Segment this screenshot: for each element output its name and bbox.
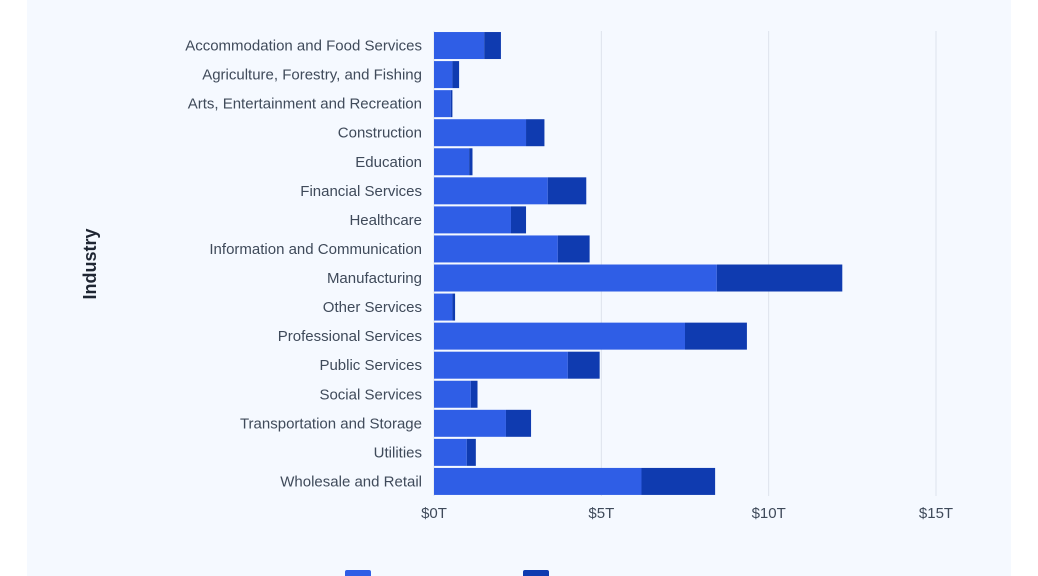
bar-segment bbox=[547, 177, 587, 205]
bar-segment bbox=[505, 409, 532, 437]
x-tick-label: $5T bbox=[588, 505, 614, 522]
x-tick-label: $15T bbox=[919, 505, 953, 522]
bar-segment bbox=[434, 380, 471, 408]
category-label: Financial Services bbox=[300, 183, 422, 200]
category-labels: Accommodation and Food Services Agricultu… bbox=[185, 38, 422, 491]
category-label: Arts, Entertainment and Recreation bbox=[188, 96, 422, 113]
category-label: Utilities bbox=[374, 444, 422, 461]
bar-segment bbox=[567, 351, 600, 379]
bar-segment bbox=[434, 264, 717, 292]
category-label: Agriculture, Forestry, and Fishing bbox=[202, 67, 422, 84]
bar-segment bbox=[641, 467, 716, 495]
category-label: Professional Services bbox=[278, 328, 422, 345]
bar-segment bbox=[434, 177, 548, 205]
x-tick-label: $10T bbox=[752, 505, 786, 522]
bar-segment bbox=[434, 148, 470, 176]
category-label: Transportation and Storage bbox=[240, 415, 422, 432]
legend-swatch bbox=[345, 570, 371, 576]
bar-segment bbox=[452, 61, 460, 89]
category-label: Manufacturing bbox=[327, 270, 422, 287]
bar-segment bbox=[434, 322, 685, 350]
bars bbox=[434, 32, 843, 495]
bar-segment bbox=[434, 61, 453, 89]
bar-segment bbox=[434, 467, 642, 495]
bar-segment bbox=[434, 409, 506, 437]
bar-segment bbox=[434, 235, 558, 263]
category-label: Construction bbox=[338, 125, 422, 142]
bar-segment bbox=[484, 32, 501, 60]
bar-segment bbox=[434, 351, 568, 379]
bar-segment bbox=[434, 90, 451, 118]
bar-segment bbox=[470, 380, 478, 408]
bar-segment bbox=[685, 322, 747, 350]
category-label: Other Services bbox=[323, 299, 422, 316]
bar-segment bbox=[434, 32, 485, 60]
bar-segment bbox=[716, 264, 843, 292]
legend-swatch bbox=[523, 570, 549, 576]
y-axis-title: Industry bbox=[80, 228, 100, 299]
category-label: Information and Communication bbox=[209, 241, 422, 258]
bar-segment bbox=[434, 438, 467, 466]
bar-segment bbox=[469, 148, 473, 176]
bar-segment bbox=[434, 206, 511, 234]
x-tick-labels: $0T $5T $10T $15T bbox=[421, 505, 953, 522]
bar-segment bbox=[510, 206, 527, 234]
category-label: Social Services bbox=[319, 386, 422, 403]
x-tick-label: $0T bbox=[421, 505, 447, 522]
bar-segment bbox=[466, 438, 476, 466]
bar-segment bbox=[450, 90, 453, 118]
category-label: Healthcare bbox=[349, 212, 422, 229]
bar-segment bbox=[557, 235, 590, 263]
category-label: Public Services bbox=[319, 357, 422, 374]
bar-segment bbox=[452, 293, 456, 321]
category-label: Accommodation and Food Services bbox=[185, 38, 422, 55]
bar-segment bbox=[526, 119, 545, 147]
bar-segment bbox=[434, 293, 453, 321]
category-label: Wholesale and Retail bbox=[280, 473, 422, 490]
category-label: Education bbox=[355, 154, 422, 171]
legend bbox=[345, 570, 549, 576]
bar-segment bbox=[434, 119, 527, 147]
